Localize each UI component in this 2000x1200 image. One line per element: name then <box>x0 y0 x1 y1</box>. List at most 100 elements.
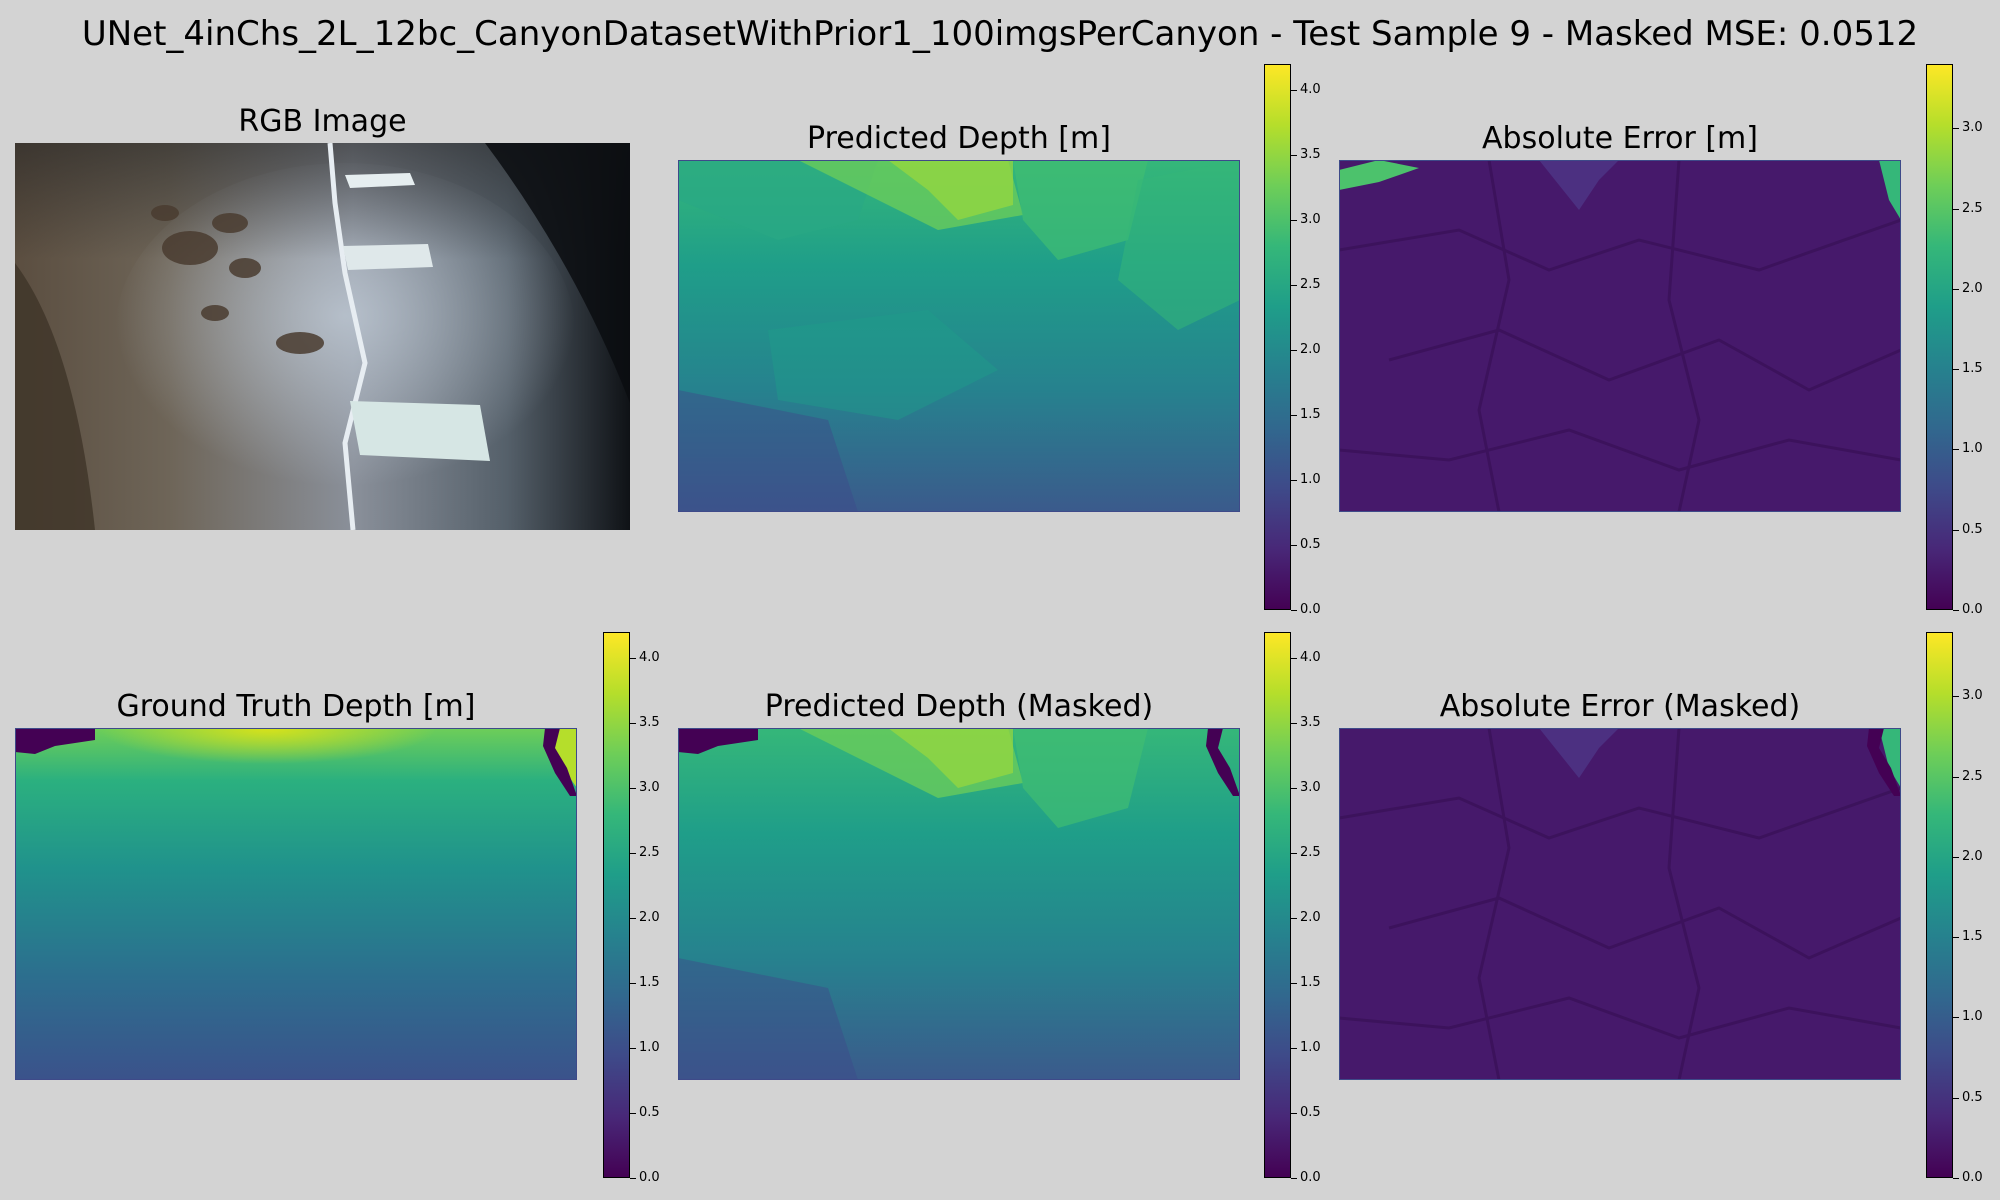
ground-truth-heatmap <box>15 728 577 1080</box>
colorbar-tick-mark <box>1953 937 1959 939</box>
colorbar-tick-label: 1.5 <box>1962 361 1983 377</box>
colorbar-tick-label: 1.0 <box>1962 441 1983 457</box>
colorbar-tick-mark <box>630 658 636 659</box>
colorbar-tick-mark <box>1291 1048 1297 1049</box>
colorbar-tick-label: 2.0 <box>1300 910 1321 925</box>
colorbar-tick-mark <box>1953 776 1959 778</box>
colorbar-tick-label: 0.0 <box>1962 1170 1983 1185</box>
colorbar-tick-mark <box>1291 350 1297 351</box>
colorbar-tick-mark <box>1953 610 1959 611</box>
colorbar-tick-mark <box>1953 208 1959 210</box>
colorbar-tick-mark <box>630 723 636 724</box>
colorbar-tick-mark <box>630 1113 636 1114</box>
colorbar-tick-label: 0.5 <box>1300 1105 1321 1120</box>
colorbar-tick-mark <box>1953 449 1959 451</box>
colorbar-tick-mark <box>1291 1113 1297 1114</box>
colorbar-tick-mark <box>1291 480 1297 481</box>
colorbar-tick-label: 3.5 <box>1300 147 1321 162</box>
colorbar-tick-label: 3.0 <box>1962 688 1983 704</box>
colorbar-tick-mark <box>1291 415 1297 416</box>
colorbar-tick-label: 0.0 <box>1300 1170 1321 1185</box>
colorbar-tick-label: 4.0 <box>1300 82 1321 97</box>
predicted-depth-heatmap <box>678 160 1240 512</box>
colorbar-tick-label: 1.0 <box>639 1040 660 1055</box>
colorbar-tick-label: 4.0 <box>639 650 660 665</box>
colorbar-tick-label: 0.0 <box>1300 602 1321 617</box>
colorbar-tick-mark <box>1291 610 1297 611</box>
absolute-error-heatmap <box>1339 160 1901 512</box>
colorbar-tick-mark <box>1953 288 1959 290</box>
colorbar-absolute-error <box>1926 64 1953 610</box>
colorbar-tick-label: 2.5 <box>1300 277 1321 292</box>
colorbar-tick-label: 4.0 <box>1300 650 1321 665</box>
panel-title-absolute-error: Absolute Error [m] <box>1482 121 1758 156</box>
colorbar-ground-truth <box>603 632 630 1178</box>
colorbar-tick-label: 0.0 <box>1962 602 1983 617</box>
colorbar-tick-label: 1.5 <box>1300 975 1321 990</box>
colorbar-tick-mark <box>1291 788 1297 789</box>
predicted-masked-heatmap <box>678 728 1240 1080</box>
colorbar-tick-mark <box>1953 1097 1959 1099</box>
colorbar-tick-label: 0.5 <box>1300 537 1321 552</box>
colorbar-tick-mark <box>1291 853 1297 854</box>
colorbar-tick-mark <box>1291 285 1297 286</box>
colorbar-tick-mark <box>1291 220 1297 221</box>
colorbar-tick-mark <box>630 853 636 854</box>
panel-title-ground-truth: Ground Truth Depth [m] <box>116 689 476 724</box>
error-masked-heatmap <box>1339 728 1901 1080</box>
colorbar-tick-label: 3.0 <box>1300 780 1321 795</box>
colorbar-tick-label: 2.0 <box>1300 342 1321 357</box>
colorbar-tick-mark <box>1291 723 1297 724</box>
colorbar-tick-mark <box>630 1178 636 1179</box>
colorbar-tick-label: 1.5 <box>1300 407 1321 422</box>
panel-title-rgb: RGB Image <box>238 104 407 139</box>
colorbar-tick-label: 3.5 <box>639 715 660 730</box>
panel-title-error-masked: Absolute Error (Masked) <box>1439 689 1801 724</box>
colorbar-tick-mark <box>1291 90 1297 91</box>
colorbar-tick-mark <box>1291 545 1297 546</box>
colorbar-tick-mark <box>1953 856 1959 858</box>
colorbar-tick-mark <box>630 983 636 984</box>
colorbar-tick-mark <box>1291 983 1297 984</box>
colorbar-tick-mark <box>1291 155 1297 156</box>
colorbar-tick-mark <box>630 918 636 919</box>
colorbar-tick-label: 0.5 <box>1962 1089 1983 1105</box>
colorbar-tick-mark <box>630 1048 636 1049</box>
colorbar-tick-label: 0.0 <box>639 1170 660 1185</box>
colorbar-tick-label: 1.5 <box>639 975 660 990</box>
colorbar-tick-label: 2.0 <box>1962 848 1983 864</box>
colorbar-tick-mark <box>1953 1178 1959 1179</box>
colorbar-tick-mark <box>630 788 636 789</box>
panel-title-predicted-depth: Predicted Depth [m] <box>807 121 1111 156</box>
colorbar-tick-mark <box>1953 369 1959 371</box>
colorbar-tick-label: 0.5 <box>639 1105 660 1120</box>
colorbar-tick-label: 2.0 <box>1962 280 1983 296</box>
rgb-image <box>15 143 630 530</box>
colorbar-tick-label: 2.5 <box>639 845 660 860</box>
colorbar-tick-label: 1.0 <box>1300 472 1321 487</box>
colorbar-tick-label: 1.5 <box>1962 929 1983 945</box>
colorbar-error-masked <box>1926 632 1953 1178</box>
colorbar-predicted-masked <box>1264 632 1291 1178</box>
colorbar-tick-mark <box>1953 696 1959 698</box>
colorbar-tick-mark <box>1291 918 1297 919</box>
colorbar-tick-label: 2.5 <box>1962 200 1983 216</box>
colorbar-tick-label: 3.0 <box>1300 212 1321 227</box>
colorbar-tick-mark <box>1291 1178 1297 1179</box>
colorbar-tick-label: 3.5 <box>1300 715 1321 730</box>
colorbar-tick-label: 1.0 <box>1300 1040 1321 1055</box>
colorbar-tick-label: 0.5 <box>1962 521 1983 537</box>
colorbar-tick-label: 2.5 <box>1300 845 1321 860</box>
colorbar-tick-label: 2.0 <box>639 910 660 925</box>
colorbar-predicted-depth <box>1264 64 1291 610</box>
colorbar-tick-mark <box>1953 1017 1959 1019</box>
colorbar-tick-label: 3.0 <box>1962 120 1983 136</box>
colorbar-tick-label: 3.0 <box>639 780 660 795</box>
colorbar-tick-mark <box>1953 128 1959 130</box>
panel-title-predicted-masked: Predicted Depth (Masked) <box>764 689 1154 724</box>
colorbar-tick-label: 1.0 <box>1962 1009 1983 1025</box>
colorbar-tick-mark <box>1291 658 1297 659</box>
figure-suptitle: UNet_4inChs_2L_12bc_CanyonDatasetWithPri… <box>81 14 1919 54</box>
colorbar-tick-label: 2.5 <box>1962 768 1983 784</box>
colorbar-tick-mark <box>1953 529 1959 531</box>
